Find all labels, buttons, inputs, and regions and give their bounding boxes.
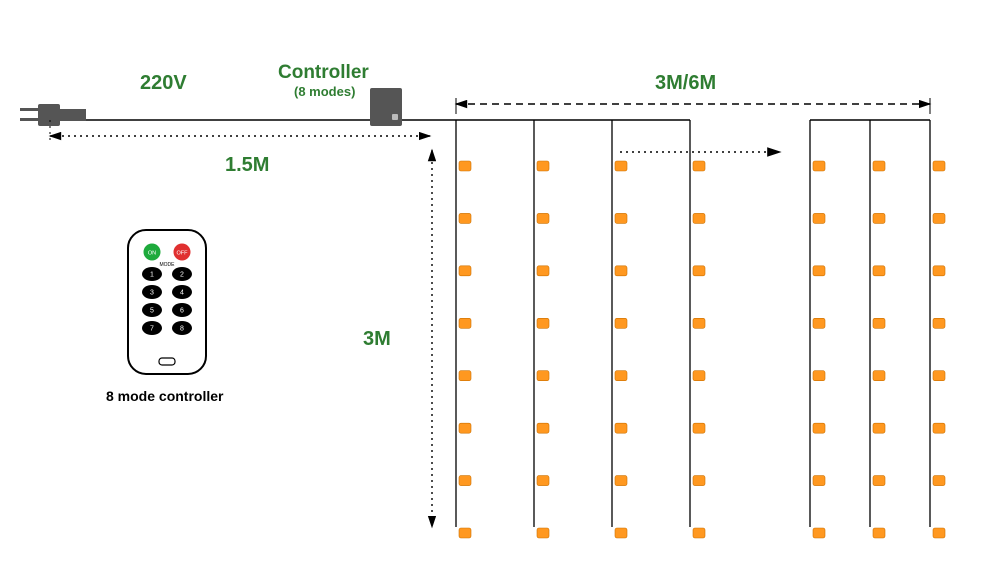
svg-text:1: 1 <box>150 272 154 279</box>
controller-box <box>370 88 402 126</box>
led-bulb <box>693 266 705 276</box>
svg-text:8: 8 <box>180 326 184 333</box>
led-bulb <box>615 476 627 486</box>
led-bulb <box>813 476 825 486</box>
led-bulb <box>459 318 471 328</box>
svg-text:4: 4 <box>180 290 184 297</box>
led-bulb <box>693 528 705 538</box>
led-bulb <box>537 476 549 486</box>
led-bulb <box>813 266 825 276</box>
led-bulb <box>537 318 549 328</box>
led-bulb <box>933 213 945 223</box>
remote-body <box>128 230 206 374</box>
led-bulb <box>537 213 549 223</box>
cable-length-label: 1.5M <box>225 154 269 177</box>
led-bulb <box>537 423 549 433</box>
controller-title: Controller <box>278 62 369 84</box>
led-bulb <box>813 318 825 328</box>
led-bulb <box>813 423 825 433</box>
led-bulb <box>615 528 627 538</box>
led-bulb <box>693 318 705 328</box>
led-bulb <box>873 213 885 223</box>
drop-length-label: 3M <box>363 328 391 351</box>
led-bulb <box>459 528 471 538</box>
led-bulb <box>693 213 705 223</box>
led-bulb <box>873 423 885 433</box>
led-bulb <box>459 476 471 486</box>
led-bulb <box>459 423 471 433</box>
led-bulb <box>459 213 471 223</box>
led-bulb <box>873 528 885 538</box>
led-bulb <box>537 161 549 171</box>
plug-prong <box>20 118 38 121</box>
led-bulb <box>615 423 627 433</box>
led-bulb <box>693 476 705 486</box>
led-bulb <box>615 161 627 171</box>
svg-text:3: 3 <box>150 290 154 297</box>
remote-on-label: ON <box>148 251 156 257</box>
led-bulb <box>873 371 885 381</box>
led-bulb <box>933 371 945 381</box>
led-bulb <box>615 318 627 328</box>
remote-caption: 8 mode controller <box>106 388 223 404</box>
led-bulb <box>693 371 705 381</box>
plug-prong <box>20 108 38 111</box>
led-bulb <box>459 371 471 381</box>
led-bulb <box>813 213 825 223</box>
voltage-label: 220V <box>140 72 187 95</box>
led-bulb <box>693 423 705 433</box>
led-bulb <box>615 371 627 381</box>
led-bulb <box>933 318 945 328</box>
led-bulb <box>459 266 471 276</box>
led-bulb <box>615 266 627 276</box>
svg-text:7: 7 <box>150 326 154 333</box>
led-bulb <box>813 371 825 381</box>
led-bulb <box>933 423 945 433</box>
led-bulb <box>615 213 627 223</box>
led-bulb <box>459 161 471 171</box>
led-bulb <box>933 528 945 538</box>
led-bulb <box>873 318 885 328</box>
led-bulb <box>873 161 885 171</box>
svg-text:2: 2 <box>180 272 184 279</box>
led-bulb <box>933 476 945 486</box>
led-bulb <box>693 161 705 171</box>
svg-text:5: 5 <box>150 308 154 315</box>
remote-mode-label: MODE <box>160 262 176 268</box>
led-bulb <box>537 266 549 276</box>
led-bulb <box>873 266 885 276</box>
led-bulb <box>813 161 825 171</box>
width-label: 3M/6M <box>655 72 716 95</box>
plug-strain <box>60 109 86 121</box>
controller-subtitle: (8 modes) <box>294 84 355 99</box>
led-bulb <box>933 266 945 276</box>
led-bulb <box>537 371 549 381</box>
led-bulb <box>933 161 945 171</box>
remote-off-label: OFF <box>177 251 189 257</box>
led-bulb <box>537 528 549 538</box>
plug-body <box>38 104 60 126</box>
controller-button[interactable] <box>392 114 398 120</box>
led-bulb <box>873 476 885 486</box>
led-bulb <box>813 528 825 538</box>
svg-text:6: 6 <box>180 308 184 315</box>
